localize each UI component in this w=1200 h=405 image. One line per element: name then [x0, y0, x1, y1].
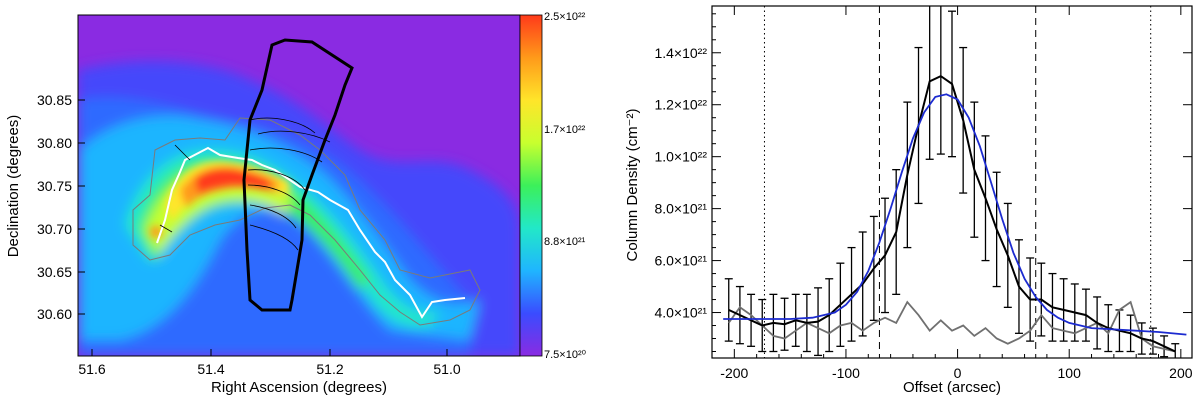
map-y-tick-label: 30.80 [37, 135, 72, 151]
blue-fit-line [723, 93, 1187, 336]
map-y-ticks: 30.60 30.65 30.70 30.75 30.80 30.85 [37, 92, 85, 322]
colorbar-max-label: 2.5×10²² [544, 11, 586, 23]
map-x-tick-label: 51.4 [197, 361, 224, 377]
chart-y-tick-label: 1.2×10²² [654, 97, 707, 113]
chart-x-tick-label: 200 [1169, 365, 1193, 381]
colorbar-upper-mid-label: 1.7×10²² [544, 124, 586, 136]
error-bars [724, 6, 1180, 358]
filament-contour [132, 117, 481, 326]
chart-series [723, 74, 1187, 353]
map-y-tick-label: 30.85 [37, 92, 72, 108]
colorbar-lower-mid-label: 8.8×10²¹ [544, 236, 586, 248]
grey-profile-line [727, 300, 1176, 353]
selected-region [242, 38, 354, 312]
colorbar [519, 14, 543, 357]
chart-y-tick-label: 4.0×10²¹ [654, 305, 707, 321]
map-y-tick-label: 30.75 [37, 178, 72, 194]
map-x-tick-label: 51.2 [316, 361, 343, 377]
map-x-tick-label: 51.6 [78, 361, 105, 377]
chart-frame [711, 5, 1193, 359]
chart-y-tick-label: 1.0×10²² [654, 149, 707, 165]
chart-x-axis-label: Offset (arcsec) [903, 379, 1001, 396]
chart-y-tick-label: 1.4×10²² [654, 45, 707, 61]
chart-y-tick-label: 6.0×10²¹ [654, 253, 707, 269]
chart-x-tick-label: -100 [832, 365, 860, 381]
chart-reference-lines [763, 6, 1152, 358]
profile-cuts [159, 117, 331, 251]
chart-x-tick-label: -200 [720, 365, 748, 381]
map-core [150, 161, 290, 238]
chart-y-axis-label: Column Density (cm⁻²) [624, 109, 641, 262]
map-x-axis-label: Right Ascension (degrees) [211, 379, 387, 396]
map-x-ticks: 51.6 51.4 51.2 51.0 [78, 349, 461, 377]
map-emission [78, 61, 520, 356]
chart-x-tick-label: 0 [954, 365, 962, 381]
chart-y-tick-label: 8.0×10²¹ [654, 201, 707, 217]
black-profile-line [728, 74, 1176, 353]
chart-x-ticks: -200 -100 0 100 200 [720, 6, 1193, 381]
map-x-tick-label: 51.0 [433, 361, 460, 377]
map-y-tick-label: 30.60 [37, 306, 72, 322]
chart-x-tick-label: 100 [1058, 365, 1082, 381]
map-y-tick-label: 30.65 [37, 264, 72, 280]
right-panel-chart: -200 -100 0 100 200 4.0×10²¹ 6.0×10²¹ 8.0×10²¹… [624, 5, 1193, 396]
map-image [78, 15, 520, 356]
map-y-axis-label: Declination (degrees) [5, 115, 22, 258]
colorbar-min-label: 7.5×10²⁰ [544, 349, 587, 361]
chart-y-ticks: 4.0×10²¹ 6.0×10²¹ 8.0×10²¹ 1.0×10²² 1.2×10²²… [654, 13, 1192, 353]
map-y-tick-label: 30.70 [37, 221, 72, 237]
filament-spine [156, 146, 466, 319]
